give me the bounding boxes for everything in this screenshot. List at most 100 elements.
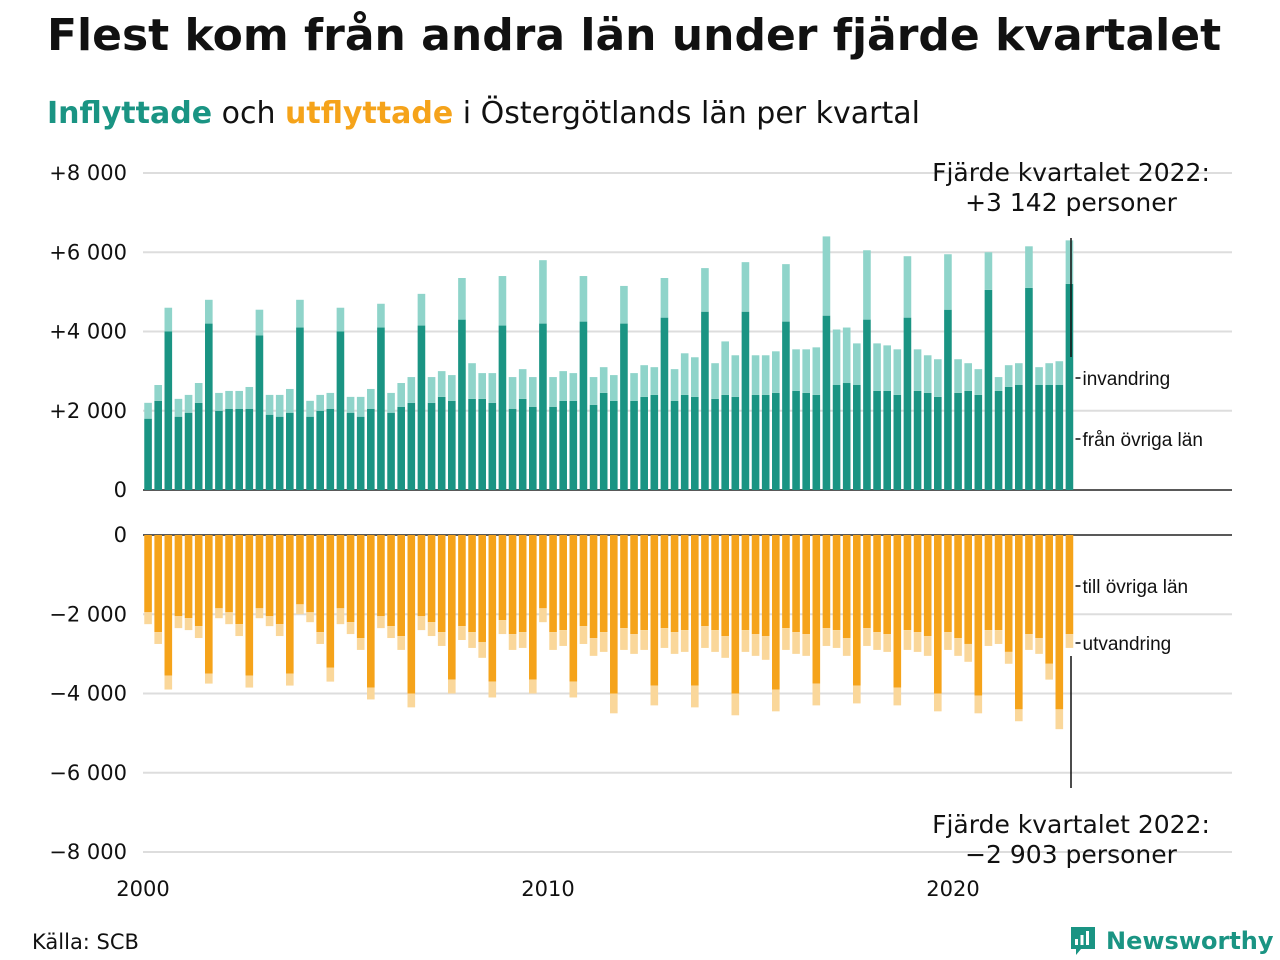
- bar-utvandring: [468, 632, 476, 648]
- bar-fran-ovriga-lan: [721, 394, 729, 490]
- bar-fran-ovriga-lan: [994, 390, 1003, 490]
- bar-utvandring: [245, 675, 254, 688]
- bar-fran-ovriga-lan: [437, 396, 446, 490]
- source-note: Källa: SCB: [32, 930, 139, 954]
- annotation-bottom-line1: Fjärde kvartalet 2022:: [932, 810, 1210, 839]
- bar-fran-ovriga-lan: [245, 408, 254, 490]
- bar-utvandring: [1025, 634, 1033, 650]
- bar-utvandring: [1035, 638, 1043, 654]
- bar-fran-ovriga-lan: [731, 396, 740, 490]
- bar-invandring: [1025, 246, 1033, 288]
- bar-fran-ovriga-lan: [1055, 384, 1064, 490]
- bar-utvandring: [923, 636, 932, 656]
- bar-till-ovriga-lan: [468, 535, 476, 633]
- bar-utvandring: [913, 632, 922, 652]
- bar-invandring: [599, 367, 608, 393]
- bar-till-ovriga-lan: [954, 535, 962, 639]
- bar-fran-ovriga-lan: [458, 319, 466, 490]
- bar-invandring: [448, 375, 456, 401]
- bar-till-ovriga-lan: [812, 535, 821, 684]
- bar-till-ovriga-lan: [387, 535, 395, 627]
- bar-till-ovriga-lan: [630, 535, 638, 635]
- bar-fran-ovriga-lan: [215, 410, 223, 490]
- bar-fran-ovriga-lan: [913, 390, 922, 490]
- bar-utvandring: [225, 612, 233, 625]
- bar-invandring: [1045, 363, 1053, 385]
- bar-utvandring: [265, 616, 274, 627]
- bar-fran-ovriga-lan: [286, 412, 294, 490]
- label-utvandring: utvandring: [1083, 634, 1172, 655]
- bar-till-ovriga-lan: [923, 535, 932, 637]
- bar-invandring: [316, 394, 324, 411]
- bar-invandring: [488, 373, 497, 403]
- bar-fran-ovriga-lan: [741, 311, 750, 490]
- bar-fran-ovriga-lan: [508, 408, 517, 490]
- bar-utvandring: [407, 693, 416, 708]
- bar-invandring: [549, 377, 557, 407]
- bar-utvandring: [853, 685, 861, 704]
- label-fran-ovriga-lan: från övriga län: [1083, 430, 1203, 451]
- bar-utvandring: [174, 616, 183, 629]
- bar-invandring: [205, 299, 213, 324]
- bar-utvandring: [802, 634, 810, 656]
- bar-till-ovriga-lan: [529, 535, 537, 680]
- bar-invandring: [873, 343, 881, 391]
- bar-utvandring: [721, 636, 729, 658]
- logo-text: Newsworthy: [1106, 927, 1274, 955]
- bar-till-ovriga-lan: [336, 535, 345, 609]
- bar-till-ovriga-lan: [913, 535, 922, 633]
- bar-till-ovriga-lan: [245, 535, 254, 676]
- bar-till-ovriga-lan: [994, 535, 1003, 631]
- bar-invandring: [630, 373, 638, 401]
- bar-utvandring: [863, 628, 871, 646]
- bar-till-ovriga-lan: [873, 535, 881, 633]
- bar-till-ovriga-lan: [782, 535, 790, 629]
- bar-utvandring: [144, 612, 152, 625]
- bar-invandring: [1035, 367, 1043, 385]
- bar-till-ovriga-lan: [275, 535, 284, 625]
- bar-invandring: [711, 363, 719, 399]
- bar-invandring: [184, 394, 193, 413]
- bar-utvandring: [205, 673, 213, 684]
- bar-fran-ovriga-lan: [255, 335, 264, 490]
- bar-till-ovriga-lan: [1025, 535, 1033, 635]
- bar-invandring: [215, 392, 223, 411]
- bar-till-ovriga-lan: [205, 535, 213, 674]
- bar-invandring: [802, 349, 810, 393]
- bar-utvandring: [883, 634, 891, 652]
- bar-till-ovriga-lan: [944, 535, 952, 633]
- bar-till-ovriga-lan: [670, 535, 679, 633]
- bar-till-ovriga-lan: [488, 535, 497, 682]
- bar-till-ovriga-lan: [1035, 535, 1043, 639]
- bar-fran-ovriga-lan: [316, 410, 324, 490]
- bar-utvandring: [529, 679, 537, 694]
- bar-invandring: [579, 276, 588, 322]
- bar-invandring: [296, 299, 304, 328]
- bar-fran-ovriga-lan: [448, 400, 456, 490]
- bar-till-ovriga-lan: [964, 535, 972, 644]
- bar-fran-ovriga-lan: [296, 327, 304, 490]
- bar-fran-ovriga-lan: [842, 383, 851, 490]
- bar-fran-ovriga-lan: [1065, 283, 1074, 490]
- bar-invandring: [640, 365, 648, 397]
- bar-fran-ovriga-lan: [944, 309, 952, 490]
- bar-invandring: [275, 394, 284, 417]
- ytick-top: +8 000: [49, 161, 127, 185]
- bar-till-ovriga-lan: [741, 535, 750, 631]
- bar-till-ovriga-lan: [883, 535, 891, 635]
- bar-invandring: [984, 252, 993, 290]
- bar-till-ovriga-lan: [215, 535, 223, 609]
- bar-utvandring: [194, 626, 203, 639]
- bar-utvandring: [1045, 663, 1053, 680]
- bar-invandring: [1004, 365, 1013, 387]
- bar-invandring: [235, 390, 243, 409]
- bar-fran-ovriga-lan: [761, 394, 770, 490]
- bar-till-ovriga-lan: [579, 535, 588, 627]
- bar-till-ovriga-lan: [1065, 535, 1074, 635]
- bar-till-ovriga-lan: [397, 535, 405, 637]
- bar-invandring: [417, 293, 426, 326]
- bar-till-ovriga-lan: [680, 535, 689, 631]
- bar-fran-ovriga-lan: [194, 402, 203, 490]
- bar-utvandring: [792, 632, 800, 654]
- chart-labels: 2000 2010 2020 invandring från övriga län til…: [116, 158, 1210, 901]
